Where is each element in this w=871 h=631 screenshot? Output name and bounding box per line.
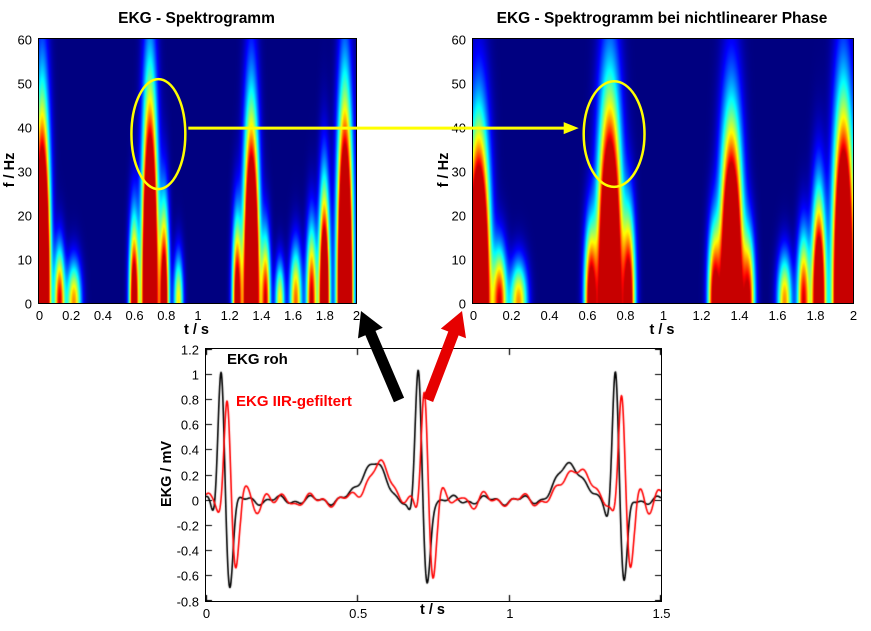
x-tick-label: 1.5: [652, 606, 671, 621]
x-tick-label: 2: [849, 308, 858, 323]
y-tick-label: 0: [24, 296, 32, 311]
x-tick-label: 1.4: [730, 308, 749, 323]
y-tick-label: -0.6: [176, 568, 199, 584]
x-tick-label: 1.4: [252, 308, 271, 323]
x-tick-label: 1.6: [284, 308, 303, 323]
x-tick-label: 1: [659, 308, 668, 323]
y-tick-label: -0.8: [176, 594, 199, 609]
spectrogram-right-panel: EKG - Spektrogramm bei nichtlinearer Pha…: [436, 10, 857, 338]
x-tick-label: 0.2: [502, 308, 521, 323]
x-tick-label: 1.6: [768, 308, 787, 323]
y-tick-label: 1: [191, 367, 199, 383]
spectrogram-left-title: EKG - Spektrogramm: [118, 10, 275, 27]
x-tick-label: 0: [35, 308, 44, 323]
y-tick-label: 0.4: [180, 442, 199, 458]
x-tick-label: 0.6: [578, 308, 597, 323]
y-tick-label: 20: [17, 208, 32, 223]
y-tick-label: 0: [458, 296, 466, 311]
x-tick-label: 0: [202, 606, 211, 621]
y-tick-label: 0: [191, 493, 199, 509]
y-tick-label: 40: [17, 120, 32, 135]
x-tick-label: 0.4: [540, 308, 559, 323]
ecg-plot-panel: EKG / mV EKG roh EKG IIR-gefiltert t / s…: [159, 342, 671, 621]
ecg-xlabel: t / s: [420, 602, 445, 618]
ecg-ylabel: EKG / mV: [159, 440, 175, 508]
y-tick-label: 60: [451, 32, 466, 47]
spectrogram-right-heatmap: [472, 38, 854, 304]
y-tick-label: 30: [17, 164, 32, 179]
spectrogram-left-ylabel: f / Hz: [2, 152, 18, 188]
y-tick-label: 0.8: [180, 392, 199, 408]
x-tick-label: 0.6: [125, 308, 144, 323]
x-tick-label: 1.2: [692, 308, 711, 323]
x-tick-label: 0: [469, 308, 478, 323]
y-tick-label: 60: [17, 32, 32, 47]
y-tick-label: 10: [451, 252, 466, 267]
legend-ekg-roh: EKG roh: [227, 351, 288, 368]
x-tick-label: 0.4: [93, 308, 112, 323]
y-tick-label: 40: [451, 120, 466, 135]
x-tick-label: 2: [352, 308, 361, 323]
x-tick-label: 1.8: [806, 308, 825, 323]
x-tick-label: 0.5: [349, 606, 368, 621]
y-tick-label: 50: [451, 76, 466, 91]
x-tick-label: 0.2: [62, 308, 81, 323]
spectrogram-right-ylabel: f / Hz: [436, 152, 452, 188]
legend-ekg-iir-gefiltert: EKG IIR-gefiltert: [236, 393, 352, 410]
spectrogram-left-heatmap: [38, 38, 357, 304]
x-tick-label: 1.8: [315, 308, 334, 323]
x-tick-label: 0.8: [616, 308, 635, 323]
x-tick-label: 1: [194, 308, 202, 323]
y-tick-label: 0.2: [180, 468, 199, 483]
y-tick-label: 30: [451, 164, 466, 179]
y-tick-label: 50: [17, 76, 32, 91]
spectrogram-left-xlabel: t / s: [184, 322, 209, 338]
x-tick-label: 1: [506, 606, 514, 621]
y-tick-label: -0.2: [176, 518, 199, 534]
spectrogram-right-xlabel: t / s: [649, 322, 675, 338]
x-tick-label: 0.8: [157, 308, 176, 323]
y-tick-label: 20: [451, 208, 466, 223]
y-tick-label: 1.2: [180, 342, 199, 357]
x-tick-label: 1.2: [220, 308, 239, 323]
y-tick-label: -0.4: [176, 543, 199, 559]
spectrogram-right-title: EKG - Spektrogramm bei nichtlinearer Pha…: [496, 10, 828, 27]
ecg-line-plot: [205, 348, 662, 602]
y-tick-label: 0.6: [180, 417, 199, 433]
spectrogram-left-panel: EKG - Spektrogramm f / Hz t / s 0 0.2 0.4 0…: [2, 10, 360, 338]
y-tick-label: 10: [17, 252, 32, 267]
